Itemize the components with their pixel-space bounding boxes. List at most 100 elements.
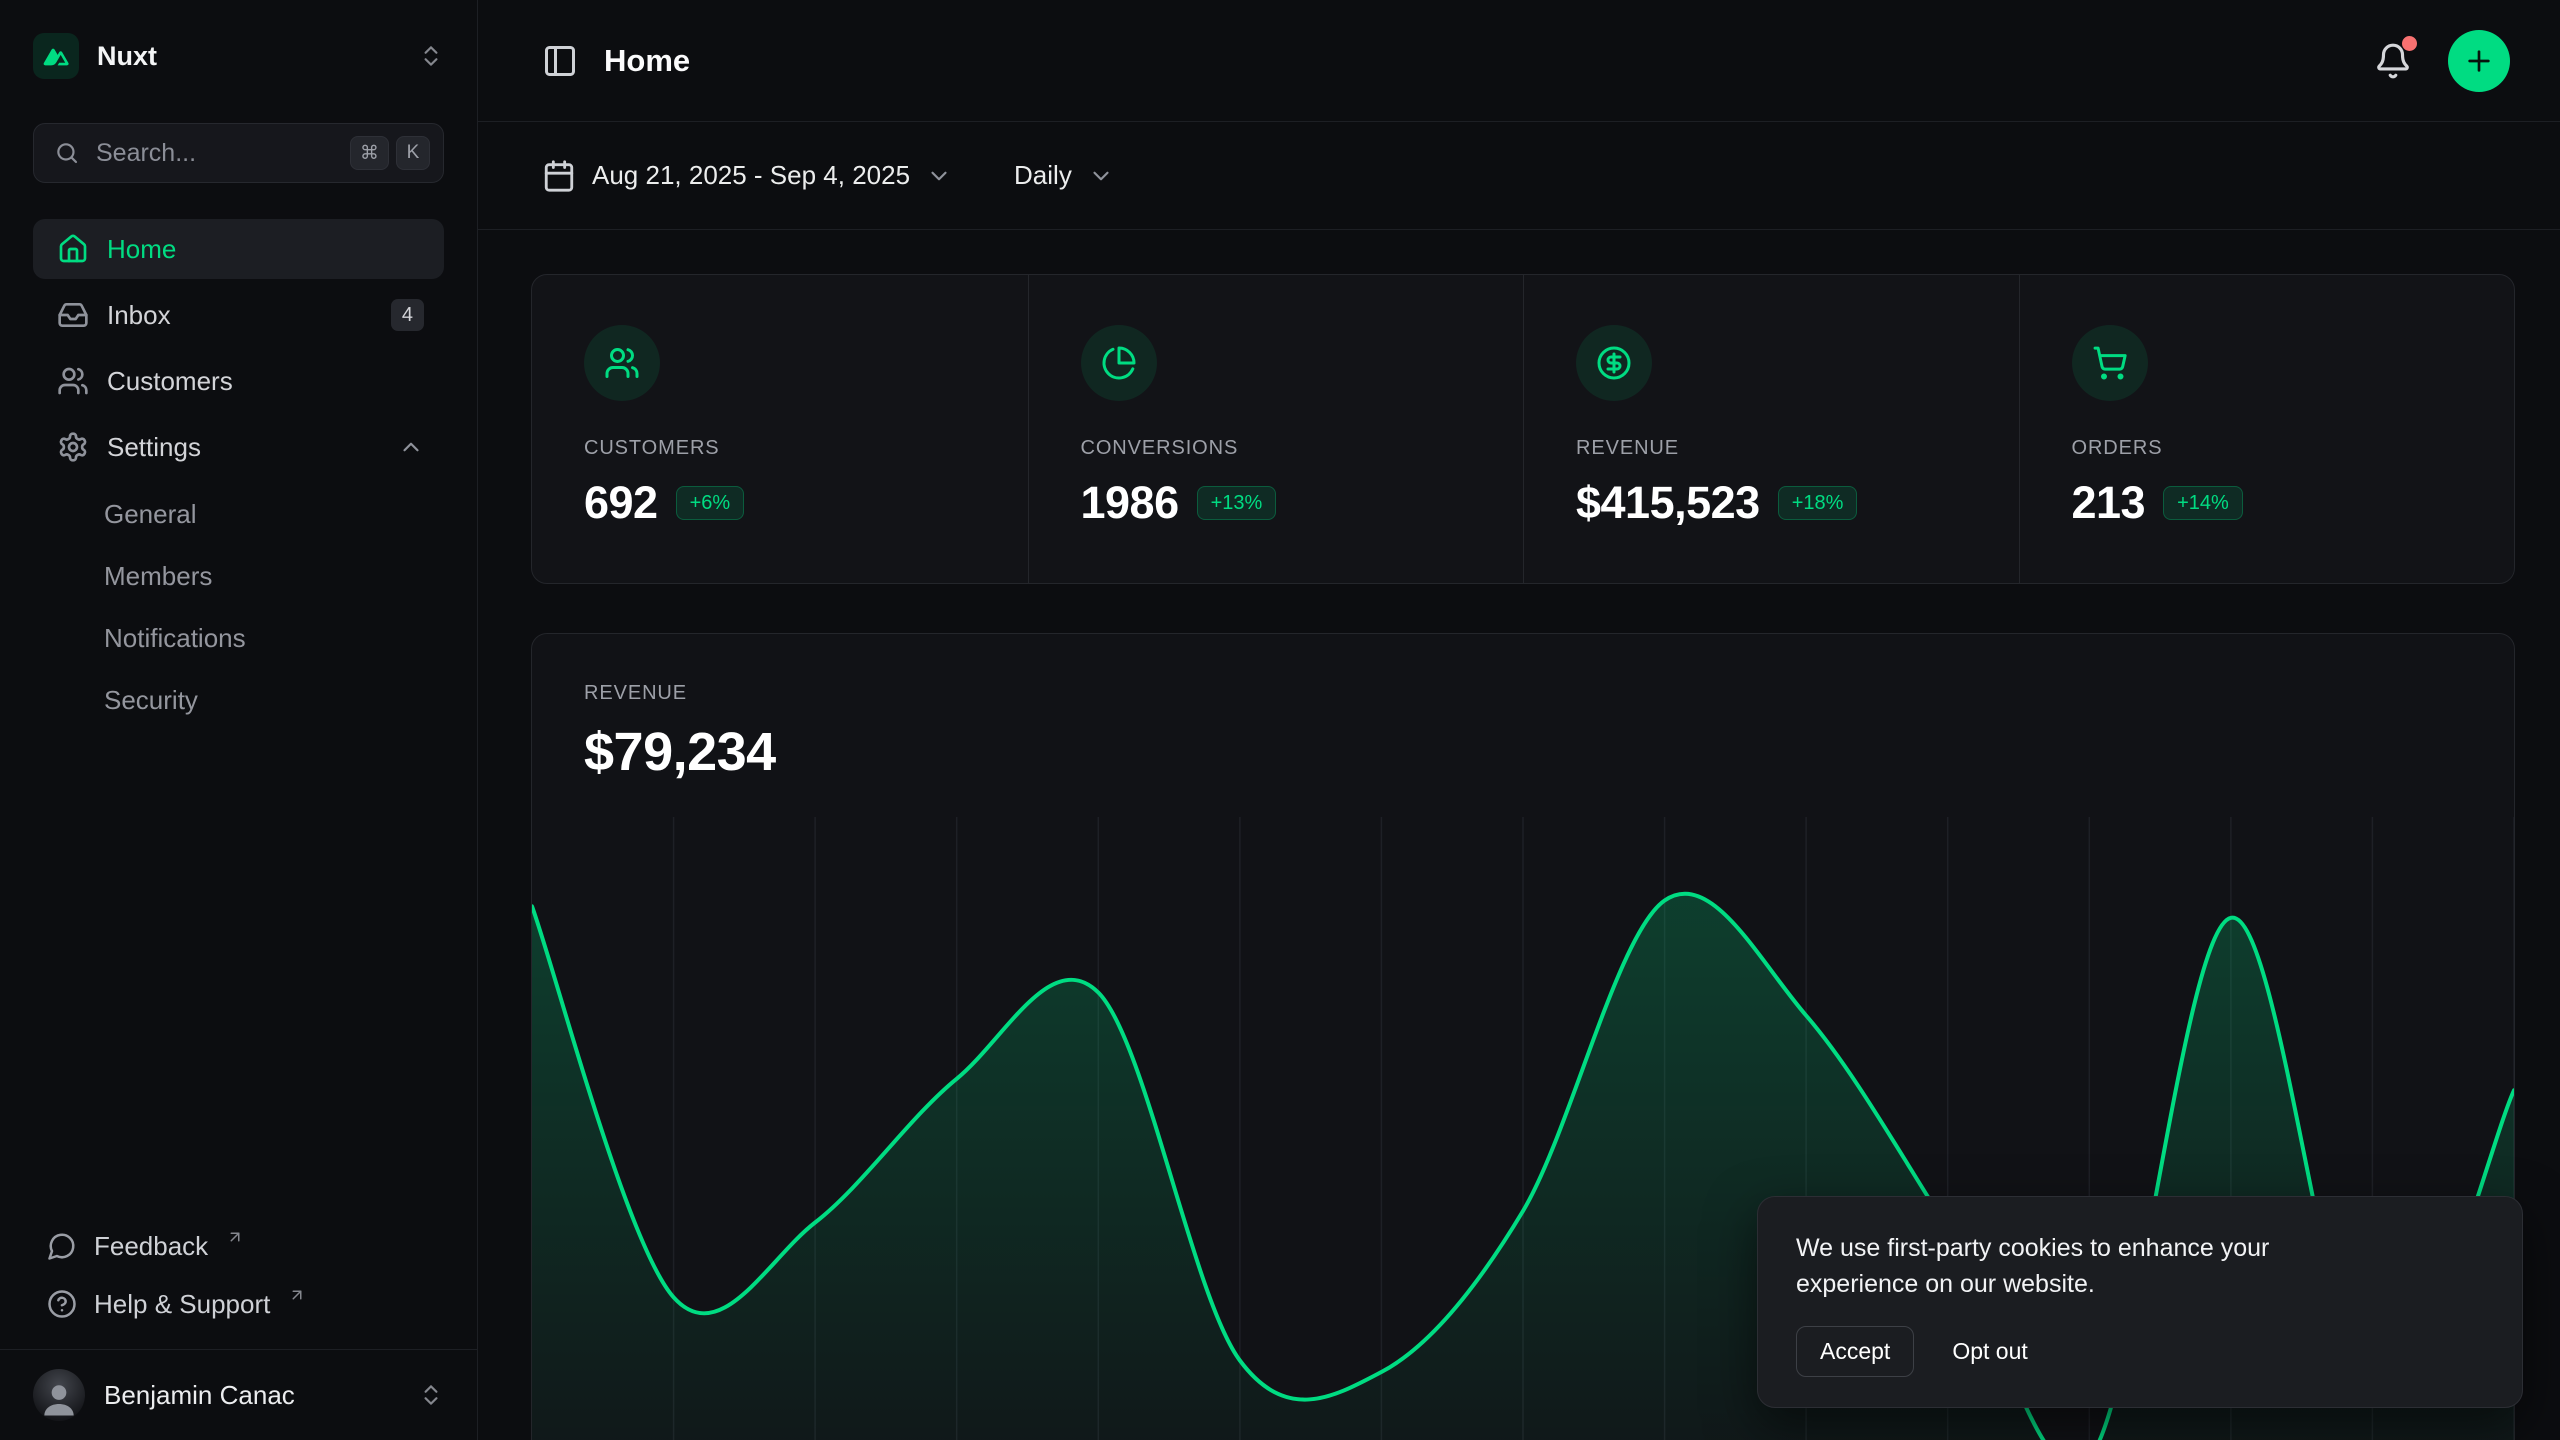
- stat-card-conversions: CONVERSIONS 1986 +13%: [1028, 275, 1524, 583]
- sidebar-item-home[interactable]: Home: [33, 219, 444, 279]
- stat-value-row: 1986 +13%: [1081, 477, 1472, 529]
- users-icon: [604, 345, 640, 381]
- stat-value-row: $415,523 +18%: [1576, 477, 1967, 529]
- cookie-opt-out-button[interactable]: Opt out: [1952, 1338, 2027, 1365]
- chevron-down-icon: [926, 163, 952, 189]
- date-chevron-holder: [926, 163, 952, 189]
- chevron-down-icon: [1088, 163, 1114, 189]
- nav-item-label: Inbox: [107, 300, 171, 331]
- cookie-actions: Accept Opt out: [1796, 1326, 2484, 1377]
- plus-icon: [2463, 45, 2495, 77]
- stat-change-badge: +6%: [676, 486, 745, 520]
- sidebar-subitem-security[interactable]: Security: [33, 669, 444, 731]
- user-selector-chevrons: [418, 1382, 444, 1408]
- gear-icon: [57, 431, 89, 463]
- pie-chart-icon: [1101, 345, 1137, 381]
- stat-icon-circle: [1081, 325, 1157, 401]
- calendar-icon: [542, 159, 576, 193]
- granularity-select[interactable]: Daily: [1014, 160, 1114, 191]
- add-button[interactable]: [2448, 30, 2510, 92]
- workspace-logo: [33, 33, 79, 79]
- sidebar-toggle-button[interactable]: [542, 43, 578, 79]
- person-icon: [37, 1377, 81, 1421]
- sidebar-subitem-notifications[interactable]: Notifications: [33, 607, 444, 669]
- stat-change-badge: +13%: [1197, 486, 1277, 520]
- nav-subitem-label: Security: [104, 685, 198, 716]
- stat-value-row: 692+6%: [584, 477, 976, 529]
- stat-value: 1986: [1081, 477, 1179, 529]
- sidebar-footer-nav: Feedback Help & Support: [0, 1217, 477, 1349]
- notifications-button[interactable]: [2370, 38, 2416, 84]
- sidebar-subitem-members[interactable]: Members: [33, 545, 444, 607]
- page-title: Home: [604, 43, 690, 79]
- home-icon: [57, 233, 89, 265]
- sidebar-item-inbox[interactable]: Inbox 4: [33, 285, 444, 345]
- search-input-wrapper[interactable]: ⌘ K: [33, 123, 444, 183]
- stat-icon-circle: [1576, 325, 1652, 401]
- nav-item-label: Settings: [107, 432, 201, 463]
- stat-card-customers: CUSTOMERS 692+6%: [532, 275, 1028, 583]
- granularity-chevron-holder: [1088, 163, 1114, 189]
- cookie-message: We use first-party cookies to enhance yo…: [1796, 1231, 2376, 1302]
- external-link-holder: [288, 1286, 306, 1304]
- kbd-cmd: ⌘: [350, 136, 389, 170]
- workspace-selector-chevrons: [418, 43, 444, 69]
- user-name: Benjamin Canac: [104, 1380, 295, 1411]
- date-range-label: Aug 21, 2025 - Sep 4, 2025: [592, 160, 910, 191]
- external-link-holder: [226, 1228, 244, 1246]
- sidebar: Nuxt ⌘ K Home Inbox 4 Customers Settings Gene…: [0, 0, 478, 1440]
- chevrons-up-down-icon: [418, 43, 444, 69]
- sidebar-item-customers[interactable]: Customers: [33, 351, 444, 411]
- stats-grid: CUSTOMERS 692+6% CONVERSIONS 1986 +13% REVENU…: [531, 274, 2515, 584]
- sidebar-item-settings[interactable]: Settings: [33, 417, 444, 477]
- search-input[interactable]: [96, 139, 334, 168]
- stat-label: CONVERSIONS: [1081, 437, 1472, 460]
- panel-left-holder: [542, 43, 578, 79]
- stat-card-orders: ORDERS213+14%: [2019, 275, 2515, 583]
- chevrons-up-down-icon: [418, 1382, 444, 1408]
- footer-item-label: Feedback: [94, 1231, 208, 1262]
- nuxt-logo-holder: [41, 41, 71, 71]
- cart-icon: [2092, 345, 2128, 381]
- date-range-picker[interactable]: Aug 21, 2025 - Sep 4, 2025: [542, 159, 952, 193]
- header-actions: [2370, 30, 2510, 92]
- nav-subitem-label: General: [104, 499, 197, 530]
- stat-change-badge: +14%: [2163, 486, 2243, 520]
- help-circle-icon: [47, 1289, 77, 1319]
- user-avatar: [33, 1369, 85, 1421]
- plus-holder: [2463, 45, 2495, 77]
- sidebar-footer-item-feedback[interactable]: Feedback: [33, 1217, 444, 1275]
- nav-subitem-label: Notifications: [104, 623, 246, 654]
- dollar-circle-icon: [1596, 345, 1632, 381]
- sidebar-footer-item-help-support[interactable]: Help & Support: [33, 1275, 444, 1333]
- granularity-label: Daily: [1014, 160, 1072, 191]
- footer-item-label: Help & Support: [94, 1289, 270, 1320]
- cookie-banner: We use first-party cookies to enhance yo…: [1757, 1196, 2523, 1408]
- stat-value: $415,523: [1576, 477, 1760, 529]
- kbd-k: K: [396, 136, 430, 170]
- calendar-holder: [542, 159, 576, 193]
- chevron-up-icon: [398, 434, 424, 460]
- search-kbd-group: ⌘ K: [350, 136, 430, 170]
- search-icon-holder: [54, 140, 80, 166]
- stat-value: 213: [2072, 477, 2146, 529]
- toolbar: Aug 21, 2025 - Sep 4, 2025 Daily: [478, 122, 2560, 230]
- nav-item-label: Customers: [107, 366, 233, 397]
- revenue-card-value: $79,234: [584, 721, 2462, 783]
- stat-change-badge: +18%: [1778, 486, 1858, 520]
- user-menu[interactable]: Benjamin Canac: [0, 1349, 477, 1440]
- nav-count-badge: 4: [391, 299, 424, 331]
- workspace-selector[interactable]: Nuxt: [33, 33, 444, 79]
- cookie-accept-button[interactable]: Accept: [1796, 1326, 1914, 1377]
- sidebar-subitem-general[interactable]: General: [33, 483, 444, 545]
- search-icon: [54, 140, 80, 166]
- stat-label: CUSTOMERS: [584, 437, 976, 460]
- arrow-up-right-icon: [288, 1286, 306, 1304]
- main-header: Home: [478, 0, 2560, 122]
- revenue-card-header: REVENUE $79,234: [532, 634, 2514, 783]
- sidebar-nav: Home Inbox 4 Customers Settings General Member…: [0, 219, 477, 731]
- app-root: Nuxt ⌘ K Home Inbox 4 Customers Settings Gene…: [0, 0, 2560, 1440]
- nuxt-logo-icon: [41, 41, 71, 71]
- nav-item-label: Home: [107, 234, 176, 265]
- stat-label: REVENUE: [1576, 437, 1967, 460]
